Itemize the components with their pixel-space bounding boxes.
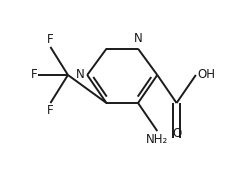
Text: NH₂: NH₂ [146, 133, 168, 146]
Text: F: F [47, 33, 54, 46]
Text: OH: OH [197, 69, 216, 82]
Text: F: F [47, 104, 54, 117]
Text: O: O [172, 127, 181, 140]
Text: N: N [134, 32, 143, 45]
Text: F: F [31, 69, 37, 82]
Text: N: N [76, 69, 84, 82]
